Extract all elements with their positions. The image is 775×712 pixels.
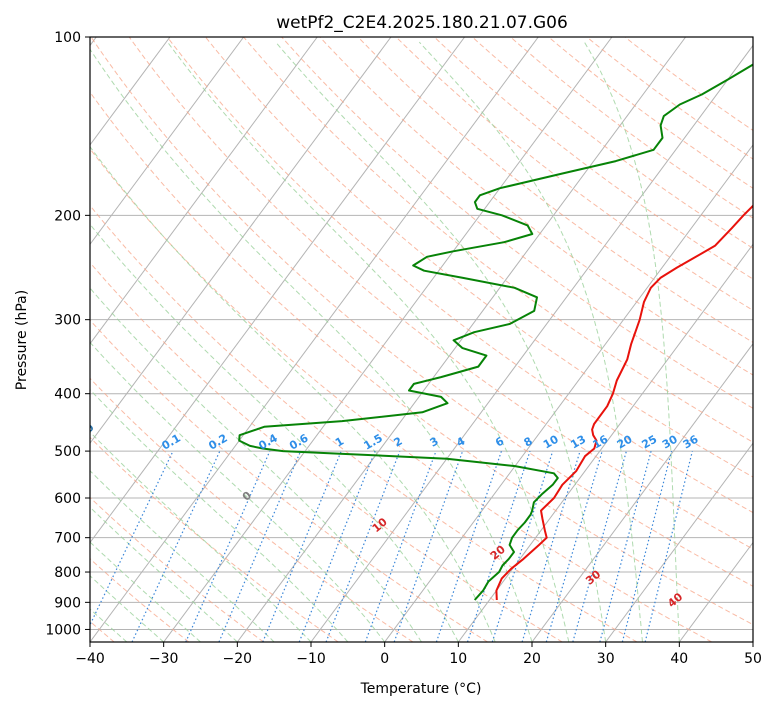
moist-adiabat-line: [0, 42, 348, 642]
mixing-ratio-line: [622, 451, 671, 642]
dry-adiabat-line: [282, 37, 775, 642]
x-tick-label: −20: [223, 651, 253, 667]
moist-adiabat-line: [21, 42, 495, 642]
y-tick-label: 800: [54, 565, 81, 581]
mixing-ratio-label: 4: [454, 434, 467, 449]
y-tick-label: 1000: [45, 622, 81, 638]
mixing-ratio-label: 30: [660, 432, 680, 451]
x-tick-label: −10: [296, 651, 326, 667]
mixing-ratio-line: [263, 451, 341, 642]
y-tick-label: 200: [54, 208, 81, 224]
dry-adiabat-line: [0, 37, 637, 642]
dry-adiabat-line: [0, 37, 264, 642]
mixing-ratio-label: 13: [568, 433, 588, 452]
mixing-ratio-label: 0.6: [287, 431, 311, 452]
mixing-ratio-label: 1.5: [362, 432, 385, 453]
moist-adiabat-line: [85, 42, 532, 642]
dry-adiabat-line: [434, 37, 775, 642]
dry-adiabat-line: [15, 37, 712, 642]
mixing-ratio-line: [299, 451, 375, 642]
isotherm-line: [90, 37, 538, 642]
mixing-ratio-line: [365, 451, 436, 642]
moist-adiabat-line: [0, 42, 237, 642]
y-tick-label: 100: [54, 30, 81, 46]
dry-adiabat-line: [511, 37, 775, 642]
isotherm-line: [679, 37, 775, 642]
mixing-ratio-label: 2: [391, 435, 404, 450]
x-tick-label: 10: [449, 651, 467, 667]
isotherm-line: [0, 37, 244, 642]
x-tick-label: 50: [744, 651, 762, 667]
y-tick-label: 500: [54, 444, 81, 460]
moist-adiabat-line: [0, 42, 422, 642]
moist-adiabat-line: [0, 42, 274, 642]
y-tick-label: 700: [54, 531, 81, 547]
x-axis-label: Temperature (°C): [360, 681, 482, 697]
x-tick-label: 40: [670, 651, 688, 667]
isotherm-line: [0, 37, 391, 642]
x-tick-label: 30: [597, 651, 615, 667]
dry-adiabat-line: [0, 37, 338, 642]
y-tick-label: 400: [54, 387, 81, 403]
grid-layer: [0, 37, 775, 642]
mixing-ratio-line: [546, 451, 602, 642]
moist-adiabat-line: [168, 42, 569, 642]
dry-adiabat-label: -10: [74, 421, 97, 445]
mixing-ratio-line: [219, 451, 301, 642]
moist-adiabat-label: 40: [665, 590, 685, 610]
mixing-ratio-label: 20: [615, 432, 635, 451]
moist-adiabat-line: [0, 42, 385, 642]
mixing-ratio-label: 10: [541, 432, 561, 451]
dewpoint-profile-line: [239, 37, 775, 600]
mixing-ratio-label: 36: [681, 432, 701, 451]
mixing-ratio-label: 1: [333, 435, 346, 450]
plot-frame: [90, 37, 753, 642]
mixing-ratio-line: [573, 451, 627, 642]
dry-adiabat-line: [53, 37, 775, 642]
isotherm-line: [753, 37, 775, 642]
mixing-ratio-label: 6: [493, 434, 506, 449]
dry-adiabat-line: [0, 37, 488, 642]
y-tick-label: 600: [54, 491, 81, 507]
mixing-ratio-line: [436, 451, 501, 642]
moist-adiabat-line: [0, 42, 311, 642]
y-axis-label: Pressure (hPa): [14, 290, 30, 390]
y-tick-label: 900: [54, 595, 81, 611]
moist-adiabat-line: [0, 42, 201, 642]
dry-adiabat-line: [472, 37, 775, 642]
mixing-ratio-line: [186, 451, 270, 642]
mixing-ratio-label: 0.2: [206, 432, 229, 453]
mixing-ratio-line: [326, 451, 400, 642]
y-tick-label: 300: [54, 313, 81, 329]
x-tick-label: −40: [75, 651, 105, 667]
isotherm-line: [0, 37, 317, 642]
dry-adiabat-line: [358, 37, 775, 642]
x-tick-label: 20: [523, 651, 541, 667]
isotherm-line: [16, 37, 464, 642]
temperature-profile-line: [496, 37, 775, 600]
moist-adiabat-label: 20: [488, 543, 508, 563]
moist-adiabat-line: [0, 42, 458, 642]
x-tick-label: 0: [380, 651, 389, 667]
chart-title: wetPf2_C2E4.2025.180.21.07.G06: [276, 13, 568, 33]
dry-adiabat-line: [0, 37, 562, 642]
mixing-ratio-label: 25: [639, 433, 659, 452]
x-tick-label: −30: [149, 651, 179, 667]
isotherm-line: [532, 37, 775, 642]
isotherm-line: [164, 37, 612, 642]
series-layer: [239, 37, 775, 600]
dry-adiabat-line: [396, 37, 775, 642]
mixing-ratio-line: [394, 451, 462, 642]
mixing-ratio-line: [132, 451, 220, 642]
